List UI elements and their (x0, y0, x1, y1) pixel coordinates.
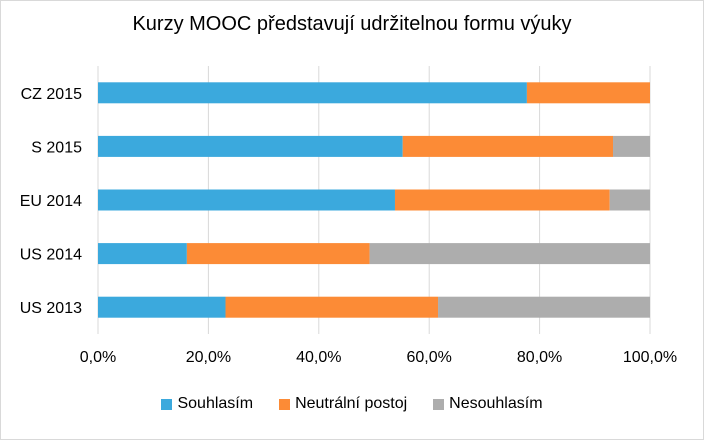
bar-segment (98, 189, 395, 211)
category-label: US 2014 (20, 247, 82, 264)
x-tick-label: 40,0% (296, 349, 341, 366)
bar-segment (225, 296, 439, 318)
x-tick-labels: 0,0% 20,0% 40,0% 60,0% 80,0% 100,0% (80, 349, 677, 366)
bar-segment (98, 135, 403, 157)
bar-segment (98, 296, 226, 318)
x-tick-label: 80,0% (517, 349, 562, 366)
chart-legend: Souhlasím Neutrální postoj Nesouhlasím (0, 394, 704, 414)
bar-segment (394, 189, 610, 211)
category-label: S 2015 (31, 139, 82, 156)
legend-item: Souhlasím (161, 394, 253, 414)
x-tick-label: 100,0% (623, 349, 677, 366)
legend-swatch (433, 398, 445, 410)
legend-swatch (279, 398, 291, 410)
bar-segment (369, 243, 650, 265)
bar-segment (98, 82, 527, 104)
bar-segment (98, 243, 187, 265)
bar-segment (609, 189, 650, 211)
bar-segment (613, 135, 650, 157)
bar-segment (402, 135, 614, 157)
x-tick-label: 20,0% (186, 349, 231, 366)
category-label: EU 2014 (20, 193, 82, 210)
bar-segment (526, 82, 650, 104)
legend-label: Souhlasím (177, 395, 254, 412)
x-tick-label: 0,0% (80, 349, 116, 366)
legend-swatch (161, 398, 173, 410)
legend-item: Neutrální postoj (279, 394, 407, 414)
bar-segment (186, 243, 370, 265)
legend-label: Neutrální postoj (295, 395, 408, 412)
bars (98, 82, 650, 318)
category-label: US 2013 (20, 300, 82, 317)
bar-segment (438, 296, 650, 318)
legend-item: Nesouhlasím (433, 394, 543, 414)
x-tick-label: 60,0% (407, 349, 452, 366)
chart-title: Kurzy MOOC představují udržitelnou formu… (132, 13, 572, 35)
category-labels: CZ 2015 S 2015 EU 2014 US 2014 US 2013 (20, 86, 82, 317)
category-label: CZ 2015 (21, 86, 82, 103)
legend-label: Nesouhlasím (449, 395, 543, 412)
